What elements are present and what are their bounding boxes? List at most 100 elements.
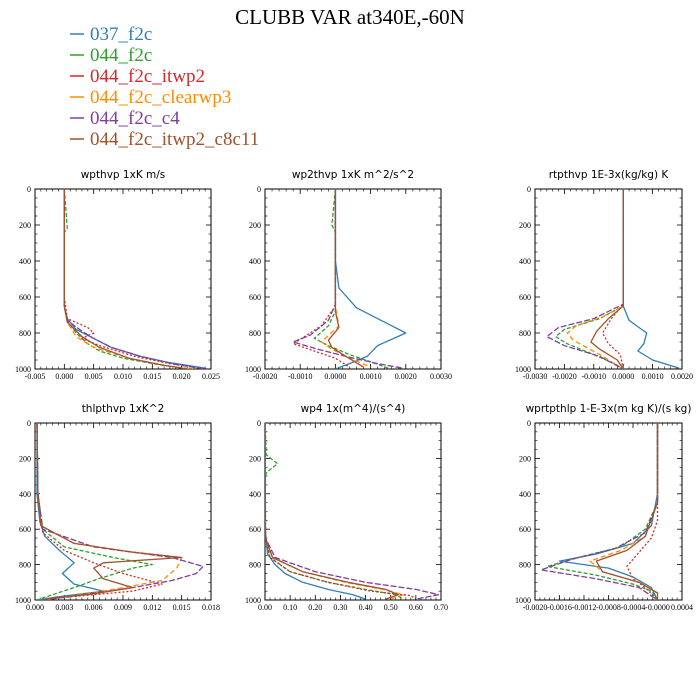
x-tick-label: 0.0020 — [671, 372, 693, 381]
panel-4: thlpthvp 1xK^2 0.000 0.003 0.006 0.009 0.012 0… — [15, 403, 220, 612]
y-tick-label: 1000 — [15, 365, 31, 374]
x-tick-label: -0.0020 — [253, 372, 278, 381]
x-tick-label: 0.006 — [85, 603, 103, 612]
x-tick-label: -0.0020 — [552, 372, 577, 381]
legend-label-044-f2c-c4: 044_f2c_c4 — [90, 108, 180, 129]
x-tick-label: 0.009 — [114, 603, 132, 612]
x-tick-label: 0.000 — [26, 603, 44, 612]
series-line-044-f2c-clearwp3 — [566, 189, 624, 368]
y-tick-label: 1000 — [245, 596, 261, 605]
series-line-044-f2c-itwp2-c8c11 — [590, 189, 624, 369]
panel-2: wp2thvp 1xK m^2/s^2 -0.0020 -0.0010 0.0000 0… — [245, 169, 452, 381]
panel-title: rtpthvp 1E-3x(kg/kg) K — [549, 169, 670, 181]
x-tick-label: -0.0012 — [572, 603, 597, 612]
y-tick-label: 0 — [27, 185, 31, 194]
x-tick-label: -0.0030 — [523, 372, 548, 381]
figure-title: CLUBB VAR at340E,-60N — [235, 5, 465, 29]
panel-6: wprtpthlp 1-E-3x(m kg K)/(s kg)-0.0020 -0… — [515, 403, 693, 612]
x-tick-label: 0.50 — [384, 603, 398, 612]
series-line-037-f2c — [622, 189, 680, 369]
y-tick-label: 800 — [19, 561, 31, 570]
y-tick-label: 400 — [19, 257, 31, 266]
series-line-044-f2c-itwp2 — [601, 189, 624, 369]
legend-label-044-f2c-itwp2: 044_f2c_itwp2 — [90, 66, 205, 87]
x-tick-label: 0.0000 — [612, 372, 634, 381]
series-line-037-f2c — [36, 423, 105, 600]
x-tick-label: 0.018 — [202, 603, 220, 612]
y-tick-label: 400 — [249, 490, 261, 499]
x-tick-label: -0.005 — [25, 372, 46, 381]
y-tick-label: 400 — [19, 490, 31, 499]
y-tick-label: 1000 — [15, 596, 31, 605]
y-tick-label: 800 — [519, 561, 531, 570]
y-tick-label: 0 — [257, 419, 261, 428]
series-line-044-f2c-itwp2-c8c11 — [265, 423, 399, 600]
x-tick-label: 0.010 — [114, 372, 132, 381]
x-tick-label: 0.0004 — [671, 603, 693, 612]
x-tick-label: 0.0030 — [430, 372, 452, 381]
x-tick-label: 0.025 — [202, 372, 220, 381]
y-tick-label: 400 — [519, 490, 531, 499]
series-line-044-f2c-itwp2 — [36, 423, 163, 600]
series-line-037-f2c — [265, 423, 366, 600]
series-line-044-f2c-c4 — [265, 423, 440, 600]
x-tick-label: 0.70 — [434, 603, 448, 612]
series-line-044-f2c-c4 — [540, 423, 659, 600]
y-tick-label: 0 — [257, 185, 261, 194]
series-line-037-f2c — [334, 189, 407, 369]
x-tick-label: 0.20 — [308, 603, 322, 612]
plot-frame — [34, 188, 212, 370]
y-tick-label: 600 — [519, 293, 531, 302]
series-line-044-f2c — [63, 189, 188, 369]
y-tick-label: 1000 — [245, 365, 261, 374]
x-tick-label: 0.10 — [283, 603, 297, 612]
series-line-044-f2c — [546, 423, 659, 600]
series-line-044-f2c-itwp2-c8c11 — [327, 189, 364, 368]
x-tick-label: 0.003 — [55, 603, 73, 612]
y-tick-label: 600 — [249, 293, 261, 302]
y-tick-label: 200 — [519, 454, 531, 463]
series-line-044-f2c — [36, 423, 153, 600]
series-line-044-f2c-clearwp3 — [63, 189, 194, 369]
panel-5: wp4 1x(m^4)/(s^4) 0.00 0.10 0.20 0.30 0.40 0.5… — [245, 403, 448, 612]
x-tick-label: 0.0000 — [324, 372, 346, 381]
y-tick-label: 0 — [527, 185, 531, 194]
legend: 037_f2c044_f2c044_f2c_itwp2044_f2c_clear… — [70, 24, 259, 150]
panel-title: thlpthvp 1xK^2 — [82, 403, 165, 415]
y-tick-label: 200 — [19, 221, 31, 230]
panel-title: wpthvp 1xK m/s — [81, 169, 166, 181]
y-tick-label: 200 — [249, 221, 261, 230]
y-tick-label: 800 — [19, 329, 31, 338]
plot-frame — [264, 188, 442, 370]
x-tick-label: -0.0000 — [645, 603, 670, 612]
series-line-044-f2c — [313, 189, 389, 369]
series-line-044-f2c-itwp2-c8c11 — [595, 423, 659, 600]
x-tick-label: 0.015 — [173, 603, 191, 612]
y-tick-label: 0 — [527, 419, 531, 428]
series-line-044-f2c-itwp2 — [265, 423, 417, 600]
plot-frame — [264, 422, 442, 601]
y-tick-label: 1000 — [515, 365, 531, 374]
panel-3: rtpthvp 1E-3x(kg/kg) K -0.0030 -0.0020 -0.0… — [515, 169, 693, 381]
series-line-044-f2c-c4 — [292, 189, 403, 369]
y-tick-label: 600 — [19, 293, 31, 302]
legend-label-044-f2c-itwp2-c8c11: 044_f2c_itwp2_c8c11 — [90, 129, 259, 150]
x-tick-label: -0.0008 — [596, 603, 621, 612]
x-tick-label: 0.0020 — [395, 372, 417, 381]
y-tick-label: 600 — [19, 525, 31, 534]
x-tick-label: -0.0020 — [523, 603, 548, 612]
series-line-044-f2c — [265, 423, 404, 600]
x-tick-label: 0.60 — [409, 603, 423, 612]
series-line-044-f2c-itwp2 — [292, 189, 350, 368]
y-tick-label: 200 — [519, 221, 531, 230]
legend-label-044-f2c-clearwp3: 044_f2c_clearwp3 — [90, 87, 231, 108]
panel-1: wpthvp 1xK m/s -0.005 0.000 0.005 0.010 0.015… — [15, 169, 220, 381]
x-tick-label: 0.30 — [333, 603, 347, 612]
y-tick-label: 400 — [249, 257, 261, 266]
x-tick-label: 0.000 — [55, 372, 73, 381]
x-tick-label: 0.020 — [173, 372, 191, 381]
series-line-044-f2c-c4 — [546, 189, 624, 369]
y-tick-label: 600 — [519, 525, 531, 534]
x-tick-label: -0.0016 — [547, 603, 572, 612]
